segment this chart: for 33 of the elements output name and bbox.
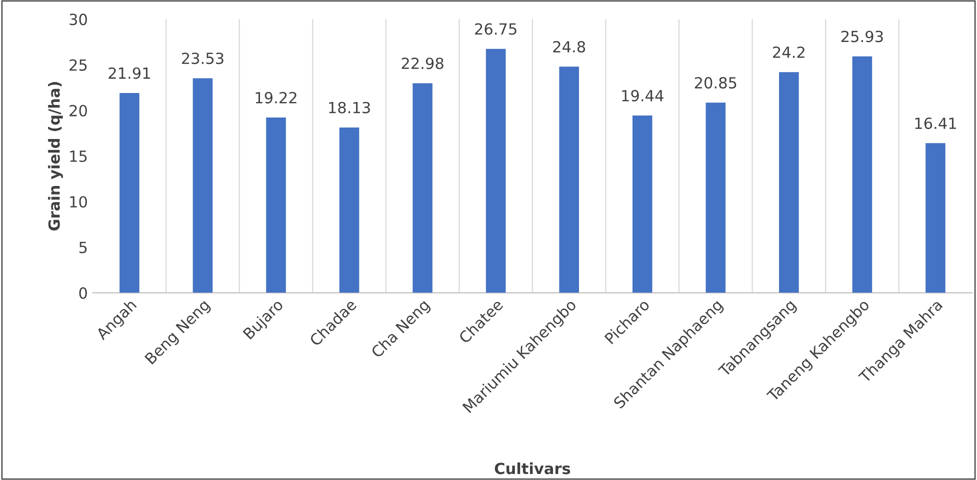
- data-label: 21.91: [108, 67, 150, 79]
- bar: [779, 72, 799, 293]
- data-label: 23.53: [182, 52, 224, 64]
- y-tick-label: 25: [70, 59, 87, 71]
- data-label: 24.8: [553, 40, 586, 53]
- y-tick-label: 5: [79, 242, 87, 254]
- data-label: 20.85: [694, 77, 736, 89]
- data-label: 18.13: [329, 102, 370, 114]
- bar: [120, 92, 140, 293]
- data-label: 22.98: [402, 58, 444, 70]
- y-tick-label: 30: [70, 14, 87, 26]
- data-label: 16.41: [915, 118, 956, 130]
- data-label: 19.44: [622, 90, 664, 102]
- data-label: 19.22: [256, 92, 296, 104]
- bar: [339, 127, 360, 293]
- bar: [632, 116, 652, 293]
- bar: [926, 143, 946, 293]
- bar: [412, 83, 432, 293]
- y-tick-label: 10: [70, 196, 87, 208]
- y-tick-label: 0: [79, 287, 87, 299]
- bar: [486, 48, 506, 293]
- data-label: 25.93: [841, 30, 883, 42]
- y-tick-label: 20: [70, 104, 87, 116]
- bar: [559, 66, 579, 293]
- bar: [266, 118, 286, 293]
- x-axis-title: Cultivars: [494, 462, 570, 474]
- bar: [192, 78, 213, 293]
- bar: [852, 56, 872, 293]
- data-label: 24.2: [773, 46, 804, 58]
- y-tick-label: 15: [70, 150, 87, 162]
- y-axis-title: Grain yield (q/ha): [48, 82, 63, 231]
- data-label: 26.75: [475, 23, 516, 35]
- bar: [706, 102, 726, 293]
